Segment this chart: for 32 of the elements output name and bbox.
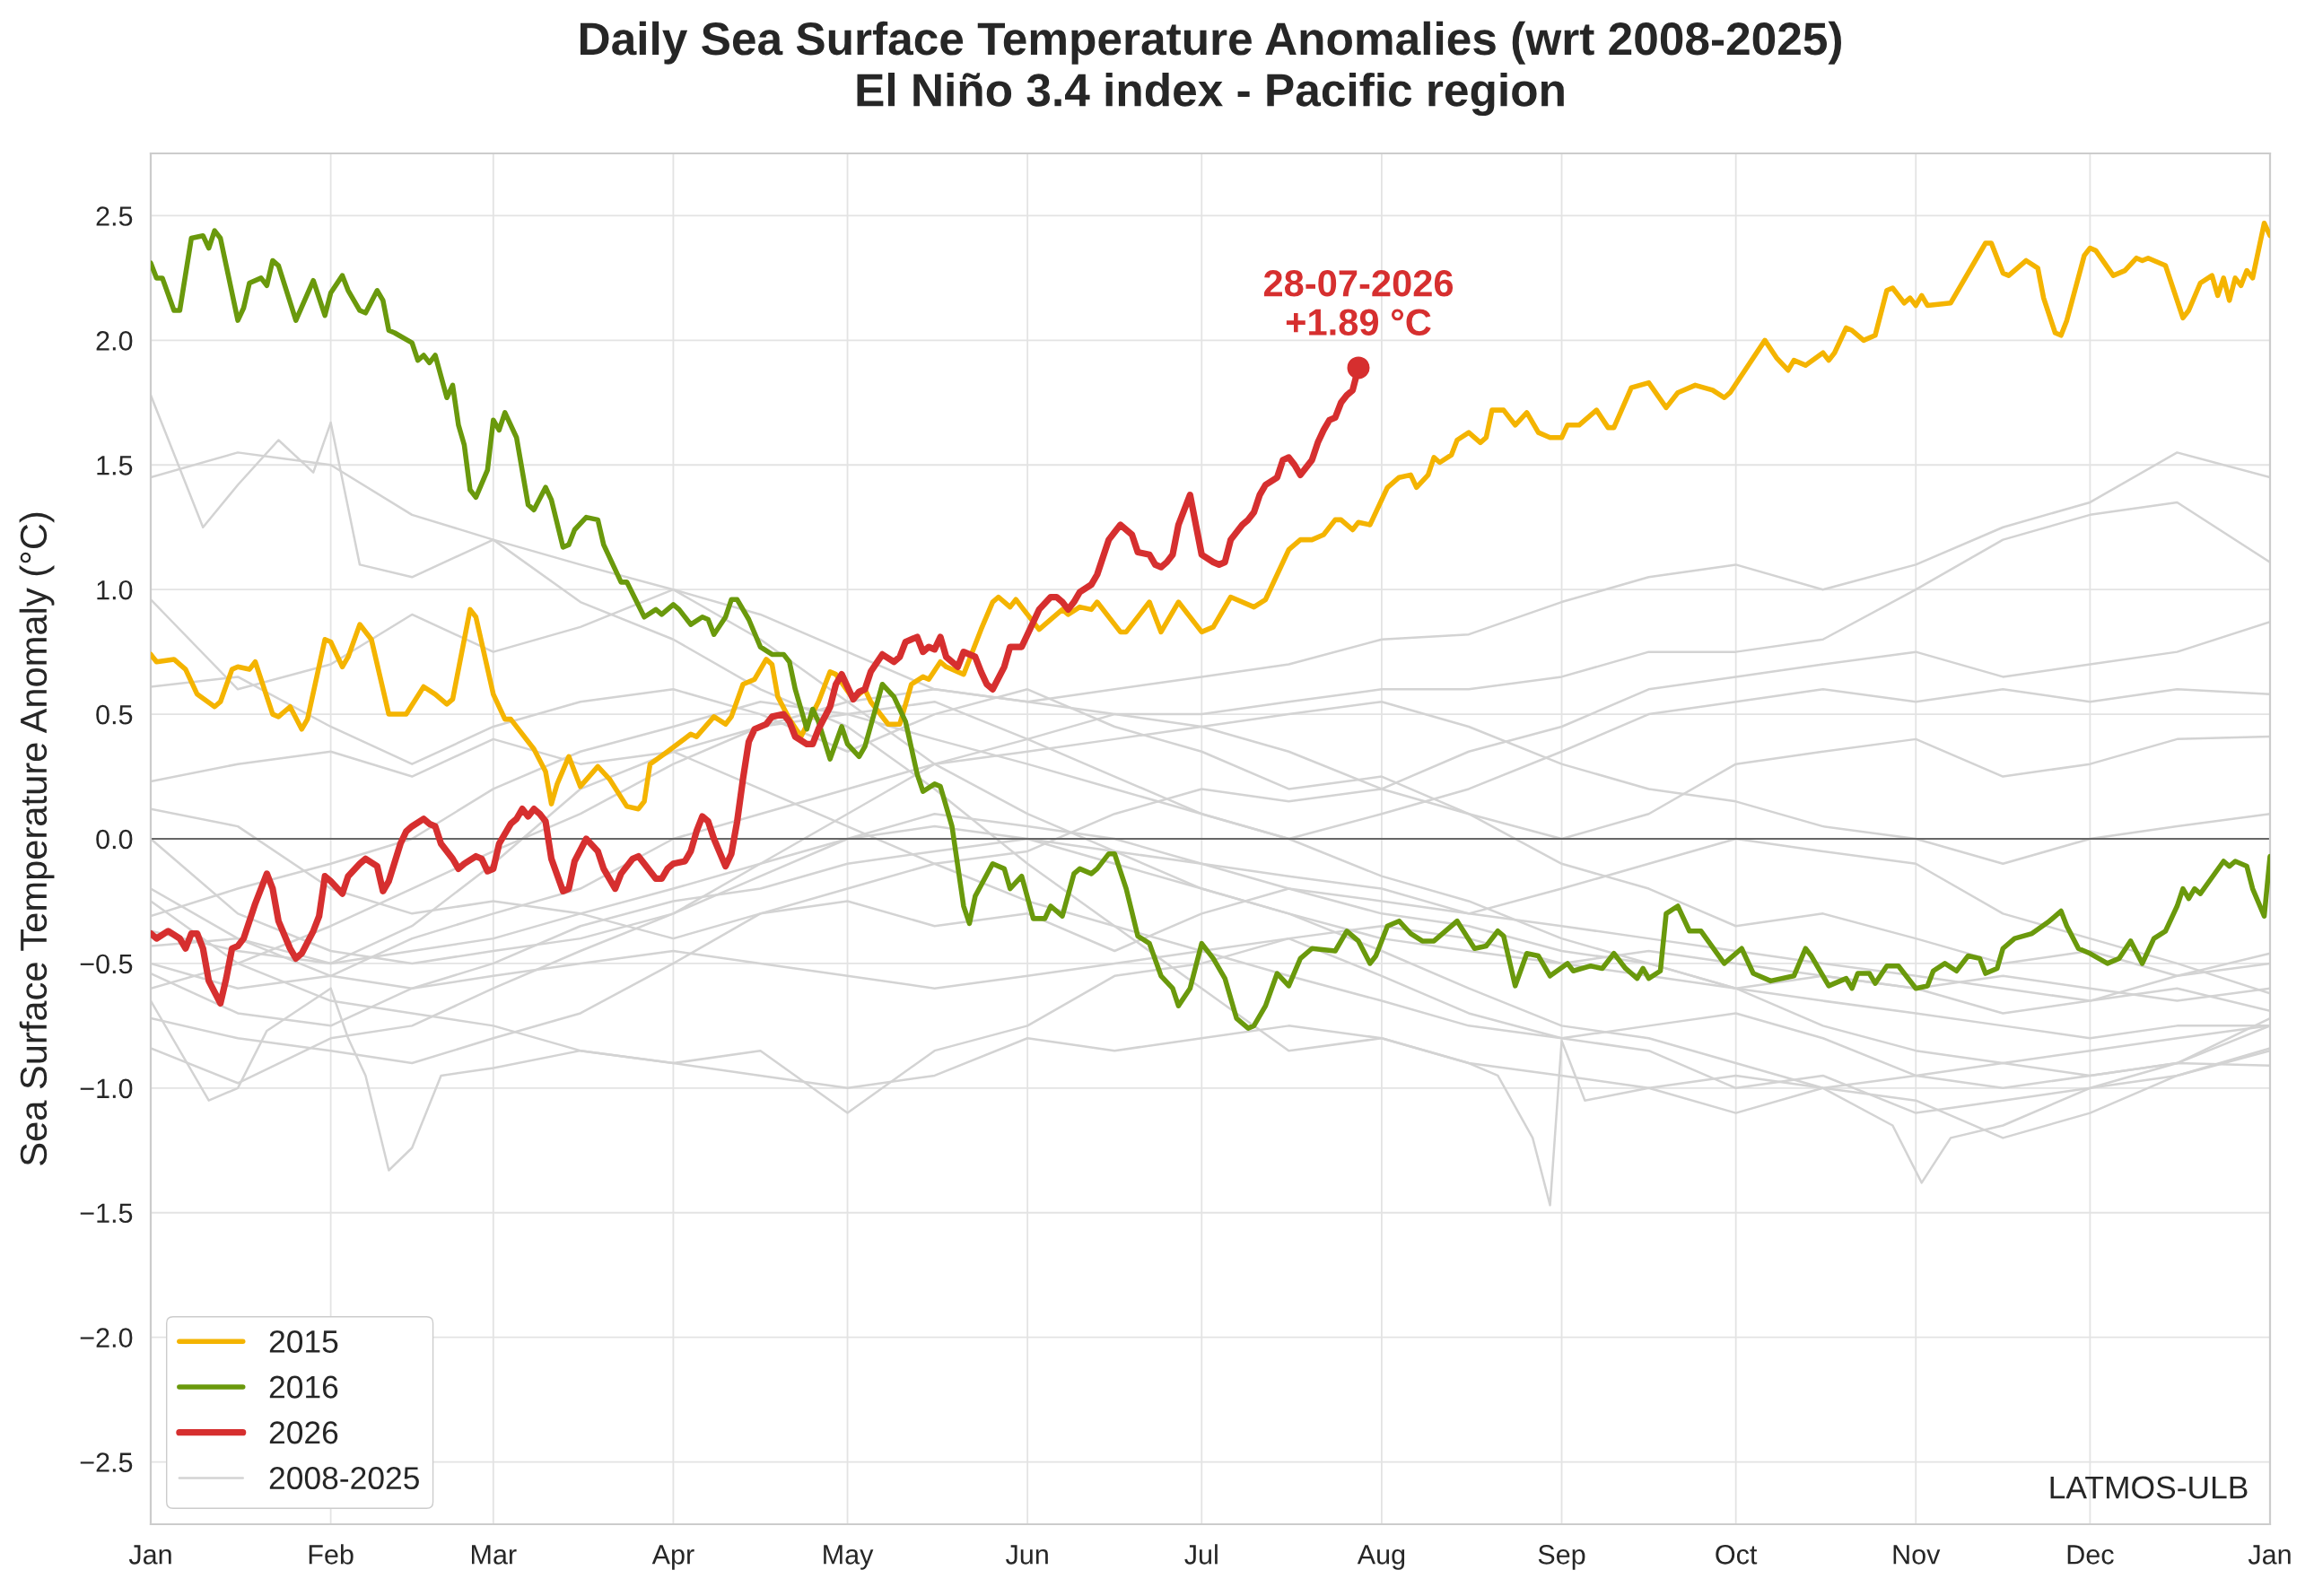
annotation: LATMOS-ULB — [2050, 1476, 2248, 1499]
y-tick-label: −1.5 — [80, 1203, 133, 1224]
x-tick-label: Mar — [472, 1545, 517, 1565]
annotation: 28-07-2026 +1.89 °C — [1263, 270, 1454, 336]
legend-label: 2016 — [269, 1375, 338, 1399]
x-tick-label: Jan — [2248, 1545, 2291, 1565]
y-tick-label: 0.0 — [96, 829, 133, 850]
x-tick-label: Jan — [128, 1545, 171, 1565]
x-tick-label: Apr — [651, 1545, 694, 1570]
y-tick-label: 0.5 — [96, 704, 133, 725]
y-tick-label: −2.0 — [80, 1328, 133, 1348]
x-tick-label: May — [824, 1545, 874, 1570]
y-tick-label: 1.5 — [97, 456, 133, 475]
y-tick-label: −0.5 — [80, 954, 133, 974]
x-tick-label: Jul — [1184, 1544, 1218, 1565]
y-tick-label: 2.5 — [96, 206, 133, 226]
y-tick-label: 1.0 — [97, 580, 133, 600]
legend-label: 2026 — [269, 1421, 338, 1444]
y-tick-label: −2.5 — [80, 1452, 133, 1472]
legend-label: 2008-2025 — [269, 1467, 419, 1490]
y-tick-label: 2.0 — [96, 331, 133, 351]
x-tick-label: Feb — [309, 1544, 354, 1565]
y-tick-label: −1.0 — [80, 1078, 133, 1099]
x-tick-label: Sep — [1538, 1545, 1585, 1570]
x-tick-label: Aug — [1357, 1545, 1405, 1570]
y-axis-title: Sea Surface Temperature Anomaly (°C) — [19, 512, 55, 1165]
x-tick-label: Nov — [1893, 1545, 1941, 1565]
x-tick-label: Dec — [2067, 1545, 2114, 1565]
x-tick-label: Oct — [1716, 1545, 1758, 1565]
x-tick-label: Jun — [1006, 1545, 1048, 1565]
chart-title: Daily Sea Surface Temperature Anomalies (wrt 2008-2025) El Niño 3.4 index - Pacific region — [581, 21, 1841, 117]
legend-label: 2015 — [269, 1330, 338, 1353]
